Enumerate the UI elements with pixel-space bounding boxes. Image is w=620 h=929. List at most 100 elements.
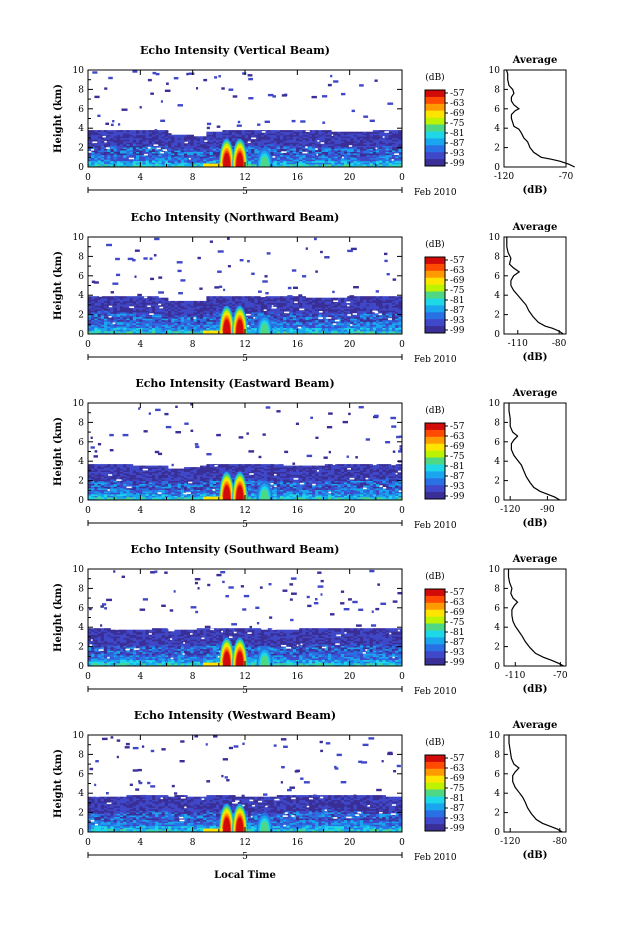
echo-cell [206, 157, 210, 160]
echo-cell [100, 131, 105, 134]
echo-cell [276, 327, 281, 330]
echo-cell [94, 136, 98, 139]
echo-cell [388, 162, 393, 165]
echo-cell [398, 165, 402, 167]
echo-gap [317, 140, 320, 142]
echo-cell [267, 139, 271, 142]
echo-cell [171, 134, 175, 137]
echo-cell [321, 130, 326, 132]
echo-cell [347, 302, 351, 305]
echo-cell [270, 311, 274, 314]
echo-gap [346, 301, 351, 303]
echo-cell [308, 150, 313, 152]
upper-echo [110, 123, 114, 127]
echo-cell [292, 324, 297, 327]
echo-cell [395, 130, 399, 132]
echo-cell [158, 329, 162, 332]
echo-cell [161, 140, 166, 143]
echo-cell [376, 131, 380, 134]
echo-cell [241, 140, 246, 143]
echo-cell [315, 311, 319, 314]
echo-cell [216, 310, 220, 313]
echo-cell [142, 145, 146, 148]
echo-gap [128, 157, 134, 160]
echo-cell [187, 165, 191, 167]
echo-cell [283, 299, 287, 302]
echo-cell [100, 144, 105, 146]
echo-cell [171, 136, 175, 139]
echo-cell [283, 308, 287, 311]
echo-cell [340, 316, 345, 319]
echo-cell [222, 302, 226, 305]
echo-cell [299, 136, 303, 139]
echo-cell [94, 130, 98, 132]
echo-cell [177, 313, 182, 316]
echo-cell [251, 130, 255, 132]
echo-cell [324, 160, 329, 163]
echo-cell [254, 310, 258, 313]
echo-cell [315, 151, 319, 154]
echo-cell [126, 130, 130, 132]
echo-cell [107, 330, 111, 333]
echo-cell [139, 137, 143, 140]
echo-cell [212, 156, 217, 159]
echo-cell [110, 332, 114, 334]
echo-cell [142, 313, 146, 316]
echo-cell [340, 323, 345, 325]
echo-cell [395, 145, 399, 148]
echo-cell [158, 151, 162, 154]
echo-cell [251, 304, 255, 307]
echo-cell [385, 319, 390, 322]
echo-cell [148, 311, 153, 314]
echo-cell [392, 313, 396, 316]
echo-cell [164, 130, 169, 132]
echo-cell [328, 130, 332, 132]
echo-cell [200, 144, 204, 146]
echo-cell [107, 299, 111, 302]
echo-cell [123, 163, 127, 166]
echo-cell [180, 160, 185, 163]
echo-cell [270, 145, 274, 148]
echo-cell [286, 162, 290, 165]
echo-cell [100, 154, 105, 157]
echo-cell [180, 163, 185, 166]
echo-cell [289, 151, 294, 154]
echo-cell [248, 157, 252, 160]
echo-cell [251, 302, 255, 305]
echo-cell [321, 157, 326, 160]
echo-cell [308, 323, 313, 325]
echo-cell [260, 311, 265, 314]
echo-cell [113, 327, 118, 330]
echo-cell [286, 302, 290, 305]
echo-cell [184, 151, 188, 154]
echo-cell [305, 131, 310, 134]
echo-cell [104, 134, 108, 137]
echo-cell [152, 156, 156, 159]
echo-cell [273, 145, 278, 148]
echo-cell [206, 326, 210, 329]
echo-cell [392, 157, 396, 160]
echo-cell [110, 165, 114, 167]
echo-cell [395, 151, 399, 154]
echo-cell [331, 310, 335, 313]
echo-cell [142, 137, 146, 140]
echo-cell [315, 324, 319, 327]
echo-cell [296, 159, 300, 162]
echo-cell [344, 134, 348, 137]
echo-cell [296, 327, 300, 330]
echo-cell [254, 160, 258, 163]
echo-cell [148, 318, 153, 321]
echo-cell [334, 147, 338, 149]
echo-cell [308, 137, 313, 140]
echo-cell [126, 139, 130, 142]
echo-cell [168, 144, 172, 146]
echo-cell [257, 308, 262, 311]
echo-cell [212, 150, 217, 152]
echo-cell [289, 307, 294, 310]
echo-cell [110, 150, 114, 152]
echo-cell [155, 131, 159, 134]
upper-echo [353, 286, 359, 289]
echo-cell [372, 311, 377, 314]
echo-cell [356, 297, 361, 300]
upper-echo [166, 82, 169, 85]
